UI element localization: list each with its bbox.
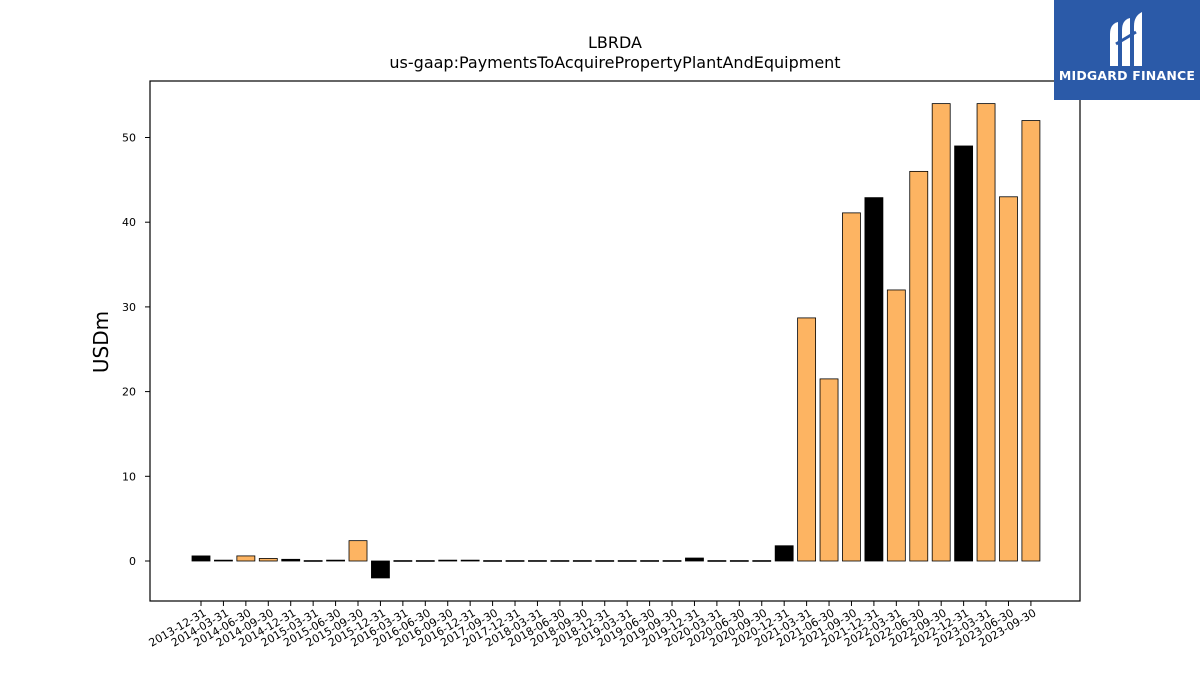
y-tick-label: 0	[129, 555, 136, 568]
bar-2018-06-30	[550, 560, 570, 562]
bar-2019-12-31	[685, 557, 704, 562]
bar-2022-06-30	[909, 170, 929, 562]
bar-2022-03-31	[886, 289, 906, 562]
y-tick-label: 50	[122, 132, 136, 145]
y-tick-label: 40	[122, 216, 136, 229]
bar-2023-06-30	[999, 196, 1018, 562]
y-ticks-group: 0 10 20 30 40 50	[122, 132, 150, 568]
bar-2014-06-30	[236, 555, 256, 562]
bar-2021-12-31	[864, 197, 884, 562]
chart-subtitle: us-gaap:PaymentsToAcquirePropertyPlantAn…	[389, 53, 840, 72]
bar-2015-06-30	[326, 559, 345, 562]
bar-2021-09-30	[842, 212, 861, 562]
y-tick-label: 10	[122, 470, 136, 483]
bar-2014-12-31	[281, 558, 301, 562]
bar-2014-03-31	[214, 559, 233, 562]
bar-2016-06-30	[415, 560, 435, 562]
bar-2015-12-31	[371, 560, 390, 579]
bar-2023-09-30	[1021, 120, 1041, 562]
bar-2015-03-31	[303, 560, 323, 562]
bar-2019-06-30	[640, 560, 659, 562]
bar-2020-12-31	[774, 545, 794, 562]
bar-2017-09-30	[483, 560, 502, 562]
plot-frame	[149, 80, 1081, 602]
logo-text: MIDGARD FINANCE	[1058, 68, 1196, 83]
chart-title: LBRDA	[588, 33, 642, 52]
bar-2016-12-31	[460, 559, 480, 562]
bar-2016-09-30	[438, 559, 458, 562]
bar-2021-03-31	[797, 317, 817, 562]
bar-2018-12-31	[595, 560, 615, 562]
bar-2013-12-31	[191, 555, 211, 562]
y-tick-label: 20	[122, 386, 136, 399]
x-ticks-group: 2013-12-312014-03-312014-06-302014-09-30…	[147, 601, 1038, 650]
bar-2017-12-31	[505, 560, 525, 562]
bar-2022-09-30	[931, 103, 951, 562]
bar-2021-06-30	[819, 378, 839, 562]
bar-2020-09-30	[752, 560, 772, 562]
bar-2019-03-31	[617, 560, 637, 562]
bar-2020-03-31	[707, 560, 727, 562]
bar-2018-09-30	[572, 560, 592, 562]
bar-2015-09-30	[348, 540, 368, 562]
bar-2016-03-31	[393, 560, 413, 562]
y-axis-label: USDm	[89, 311, 113, 373]
bar-2019-09-30	[662, 560, 682, 562]
bar-2023-03-31	[976, 103, 996, 562]
y-tick-label: 30	[122, 301, 136, 314]
bar-2022-12-31	[954, 145, 974, 562]
bar-2018-03-31	[528, 560, 547, 562]
logo-mark-icon	[1110, 12, 1142, 66]
bar-2014-09-30	[258, 558, 278, 562]
bar-2020-06-30	[729, 560, 749, 562]
bars-group	[191, 103, 1041, 579]
midgard-finance-logo: MIDGARD FINANCE	[1054, 0, 1200, 100]
